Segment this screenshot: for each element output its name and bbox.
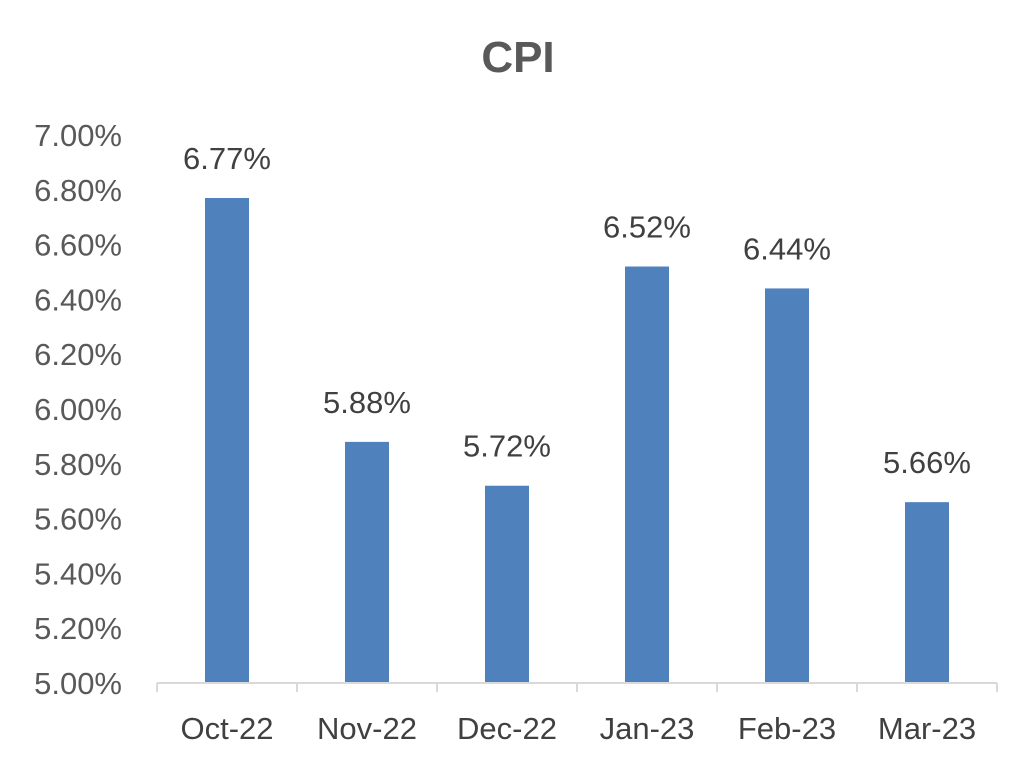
y-axis-tick-labels: 5.00% 5.20% 5.40% 5.60% 5.80% 6.00% 6.20% 6.40%… (34, 118, 122, 701)
data-label: 5.88% (323, 385, 411, 420)
x-axis (156, 682, 998, 692)
data-labels-group: 6.77% 5.88% 5.72% 6.52% 6.44% 5.66% (183, 141, 971, 480)
y-tick-label: 5.20% (34, 611, 122, 646)
x-tick-label: Mar-23 (878, 711, 976, 746)
bar-dec-22 (485, 485, 529, 683)
data-label: 6.44% (743, 231, 831, 266)
x-tick-label: Dec-22 (457, 711, 557, 746)
y-tick-label: 5.80% (34, 447, 122, 482)
y-tick-label: 6.40% (34, 282, 122, 317)
data-label: 6.77% (183, 141, 271, 176)
y-tick-label: 7.00% (34, 118, 122, 153)
y-tick-label: 6.20% (34, 337, 122, 372)
bar-jan-23 (625, 266, 669, 683)
bar-oct-22 (205, 198, 249, 683)
x-axis-tick-labels: Oct-22 Nov-22 Dec-22 Jan-23 Feb-23 Mar-23 (180, 711, 976, 746)
y-tick-label: 6.80% (34, 173, 122, 208)
data-label: 5.66% (883, 445, 971, 480)
x-tick-label: Oct-22 (180, 711, 273, 746)
bar-nov-22 (345, 441, 389, 683)
y-tick-label: 6.00% (34, 392, 122, 427)
x-tick-label: Feb-23 (738, 711, 836, 746)
data-label: 5.72% (463, 429, 551, 464)
y-tick-label: 6.60% (34, 228, 122, 263)
x-tick-label: Jan-23 (600, 711, 695, 746)
bars-group (205, 198, 949, 683)
x-tick-label: Nov-22 (317, 711, 417, 746)
chart-title: CPI (481, 33, 554, 82)
data-label: 6.52% (603, 210, 691, 245)
y-tick-label: 5.00% (34, 666, 122, 701)
bar-feb-23 (765, 288, 809, 683)
y-tick-label: 5.60% (34, 502, 122, 537)
y-tick-label: 5.40% (34, 556, 122, 591)
bar-mar-23 (905, 502, 949, 683)
